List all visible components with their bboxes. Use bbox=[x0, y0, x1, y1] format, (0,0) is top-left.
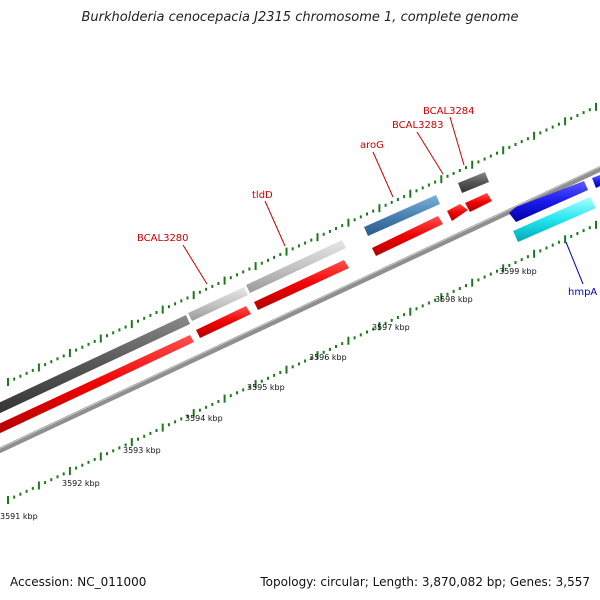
gene-aroG-feature bbox=[364, 195, 440, 236]
cds-red-tldD bbox=[254, 260, 349, 310]
kbp-label: 3593 kbp bbox=[123, 446, 161, 455]
kbp-label: 3596 kbp bbox=[309, 353, 347, 362]
kbp-label: 3594 kbp bbox=[185, 414, 223, 423]
genome-summary-text: Topology: circular; Length: 3,870,082 bp… bbox=[260, 575, 590, 589]
gene-tldD-feature bbox=[246, 240, 346, 293]
gene-blue-feature bbox=[509, 181, 588, 222]
kbp-label: 3591 kbp bbox=[0, 512, 38, 521]
kbp-label: 3598 kbp bbox=[435, 295, 473, 304]
gene-label-hmpA: hmpA bbox=[568, 287, 597, 298]
map-title: Burkholderia cenocepacia J2315 chromosom… bbox=[81, 10, 519, 25]
label-pointers bbox=[182, 116, 584, 285]
gene-dark-left bbox=[0, 315, 190, 414]
kbp-label: 3595 kbp bbox=[247, 383, 285, 392]
gene-label-tldD: tldD bbox=[252, 190, 273, 201]
cds-red-bcal3284 bbox=[465, 193, 492, 212]
cds-red-bcal3283 bbox=[447, 204, 468, 221]
cds-red-bcal3280 bbox=[196, 306, 251, 338]
gene-label-bcal3284: BCAL3284 bbox=[423, 106, 475, 117]
tick-rows bbox=[7, 102, 597, 504]
genome-backbone bbox=[0, 166, 600, 454]
gene-label-bcal3283: BCAL3283 bbox=[392, 120, 444, 131]
accession-text: Accession: NC_011000 bbox=[10, 575, 147, 589]
gene-bcal3284-feature bbox=[458, 172, 489, 193]
gene-right-dark bbox=[592, 175, 600, 188]
cds-red-aroG bbox=[372, 216, 443, 256]
gene-hmpA-feature bbox=[513, 197, 596, 242]
gene-label-bcal3280: BCAL3280 bbox=[137, 233, 189, 244]
kbp-label: 3597 kbp bbox=[372, 323, 410, 332]
cds-red-left bbox=[0, 335, 194, 434]
backbone-highlight bbox=[0, 166, 600, 449]
gene-label-aroG: aroG bbox=[360, 140, 384, 151]
kbp-label: 3592 kbp bbox=[62, 479, 100, 488]
kbp-label: 3599 kbp bbox=[499, 267, 537, 276]
gene-bcal3280-feature bbox=[188, 287, 248, 321]
